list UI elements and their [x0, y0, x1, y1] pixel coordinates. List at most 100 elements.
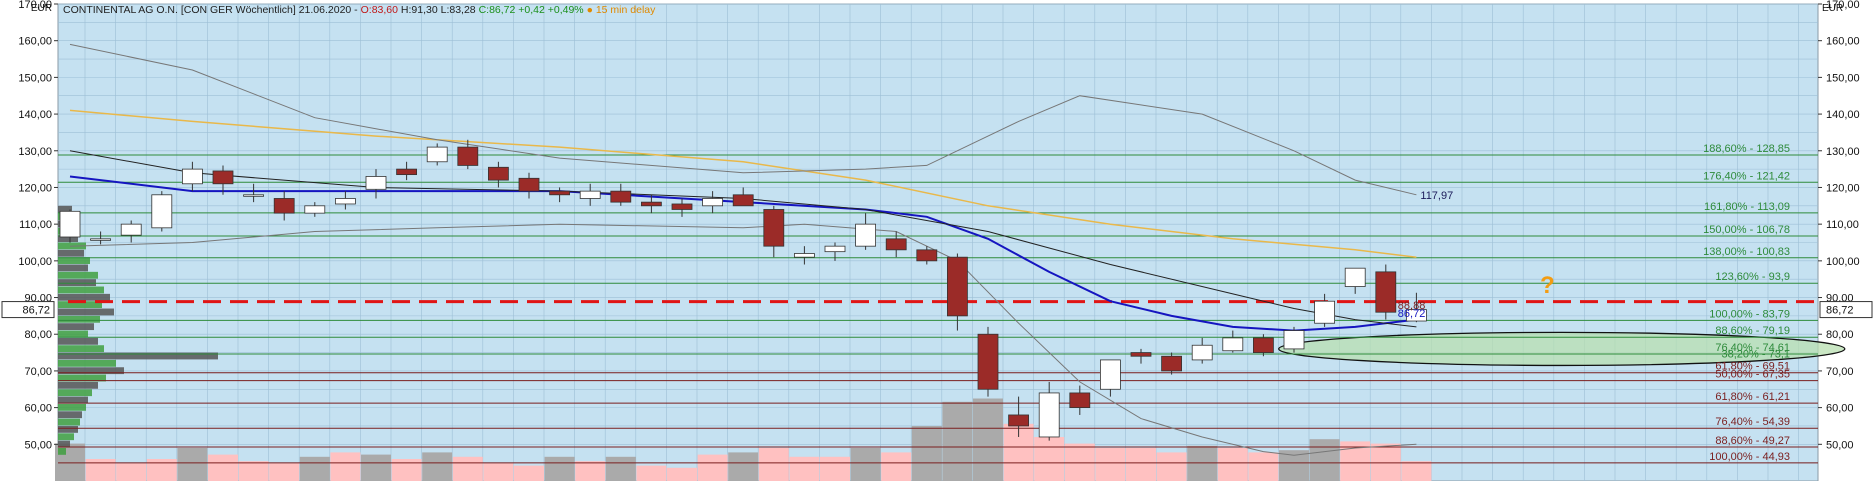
candle-body: [947, 256, 968, 317]
y-tick-label-left: 150,00: [18, 72, 52, 84]
candle-body: [641, 201, 662, 207]
price-annotation: 86,72: [1398, 308, 1426, 320]
candle-body: [794, 253, 815, 258]
profile-bar: [58, 447, 66, 455]
ma-line: [69, 175, 1417, 332]
volume-bar: [1156, 452, 1187, 481]
y-tick-label-left: 80,00: [24, 329, 52, 341]
grid: [58, 3, 1818, 481]
fib-label: 76,40% - 74,61: [1715, 342, 1790, 354]
y-tick-label-right: 70,00: [1826, 366, 1854, 378]
target-ellipse: [1278, 331, 1846, 367]
ma-line: [69, 109, 1417, 258]
ma-line: [69, 43, 1417, 196]
profile-bar: [58, 352, 218, 360]
candle-body: [59, 210, 81, 238]
y-tick-label-right: 80,00: [1826, 329, 1854, 341]
volume-bar: [269, 463, 300, 481]
candle-body: [487, 166, 509, 181]
profile-bar: [58, 330, 88, 338]
candle-body: [1406, 309, 1427, 322]
volume-bar: [1309, 439, 1340, 481]
volume-bar: [544, 456, 575, 481]
volume-bars: [55, 398, 1432, 481]
header-open: O:83,60: [361, 4, 399, 16]
volume-bar: [391, 459, 422, 481]
candle-body: [1038, 392, 1060, 438]
current-price-box-left: [1, 301, 55, 319]
y-tick-label-left: 60,00: [24, 403, 52, 415]
fib-label: 88,60% - 49,27: [1715, 435, 1790, 447]
profile-bar: [58, 257, 90, 265]
profile-bar: [58, 249, 84, 257]
volume-bar: [697, 454, 728, 481]
volume-bar: [1034, 437, 1065, 481]
header-high-low: H:91,30 L:83,28: [401, 4, 476, 16]
candle-body: [1161, 355, 1182, 372]
volume-bar: [299, 456, 330, 481]
profile-bar: [58, 374, 106, 382]
volume-bar: [208, 454, 238, 481]
y-tick-label-right: 100,00: [1826, 256, 1860, 268]
candle-body: [610, 190, 632, 203]
candle-body: [304, 205, 326, 214]
y-tick-label-right: 170,00: [1826, 0, 1860, 11]
chart-header: CONTINENTAL AG O.N. [CON GER Wöchentlich…: [63, 4, 656, 16]
profile-bar: [58, 433, 74, 441]
volume-bar: [850, 448, 881, 481]
profile-bar: [58, 345, 104, 353]
profile-bar: [58, 411, 82, 419]
volume-bar: [422, 452, 453, 481]
y-tick-label-left: 100,00: [18, 256, 52, 268]
candle-body: [549, 190, 570, 196]
volume-bar: [728, 452, 759, 481]
ma-line: [69, 150, 1417, 328]
volume-bar: [575, 461, 606, 481]
volume-bar: [116, 463, 147, 481]
volume-bar: [514, 465, 544, 481]
volume-bar: [146, 459, 177, 481]
chart-title: CONTINENTAL AG O.N. [CON GER Wöchentlich…: [63, 4, 656, 16]
candle-body: [457, 146, 479, 166]
volume-bar: [973, 398, 1003, 481]
fib-label: 150,00% - 106,78: [1703, 224, 1790, 236]
profile-bar: [58, 418, 80, 426]
profile-bar: [58, 381, 98, 389]
candles: [59, 139, 1427, 441]
candle-body: [671, 203, 693, 210]
y-tick-label-left: 50,00: [24, 439, 52, 451]
y-tick-label-left: 110,00: [19, 219, 52, 231]
volume-bar: [1401, 461, 1432, 481]
profile-bar: [58, 440, 70, 448]
volume-bar: [636, 465, 667, 481]
profile-bar: [58, 235, 78, 242]
candle-body: [1253, 337, 1274, 353]
fib-label: 161,80% - 113,09: [1704, 201, 1790, 213]
candle-body: [1283, 330, 1305, 350]
ma-end-label: 117,97: [1420, 190, 1453, 202]
fib-label: 61,80% - 61,21: [1715, 391, 1790, 403]
current-price-label-left: 86,72: [22, 305, 50, 317]
candle-body: [518, 177, 540, 192]
profile-bar: [58, 389, 92, 397]
candle-body: [916, 249, 938, 262]
fib-label: 176,40% - 121,42: [1703, 170, 1790, 182]
y-tick-label-right: 60,00: [1826, 403, 1854, 415]
header-change: C:86,72 +0,42 +0,49%: [479, 4, 584, 16]
candle-body: [1100, 359, 1121, 390]
target-zone: [1278, 331, 1846, 367]
volume-bar: [820, 456, 850, 481]
volume-bar: [238, 461, 269, 481]
y-tick-label-left: 70,00: [24, 366, 52, 378]
currency-label-left: EUR: [31, 3, 52, 14]
candle-body: [181, 168, 203, 185]
profile-bar: [58, 279, 96, 287]
candle-body: [855, 223, 876, 247]
y-tick-label-left: 160,00: [18, 36, 52, 48]
volume-bar: [1064, 443, 1095, 481]
volume-bar: [361, 454, 391, 481]
volume-bar: [1248, 452, 1279, 481]
profile-bar: [58, 315, 100, 323]
